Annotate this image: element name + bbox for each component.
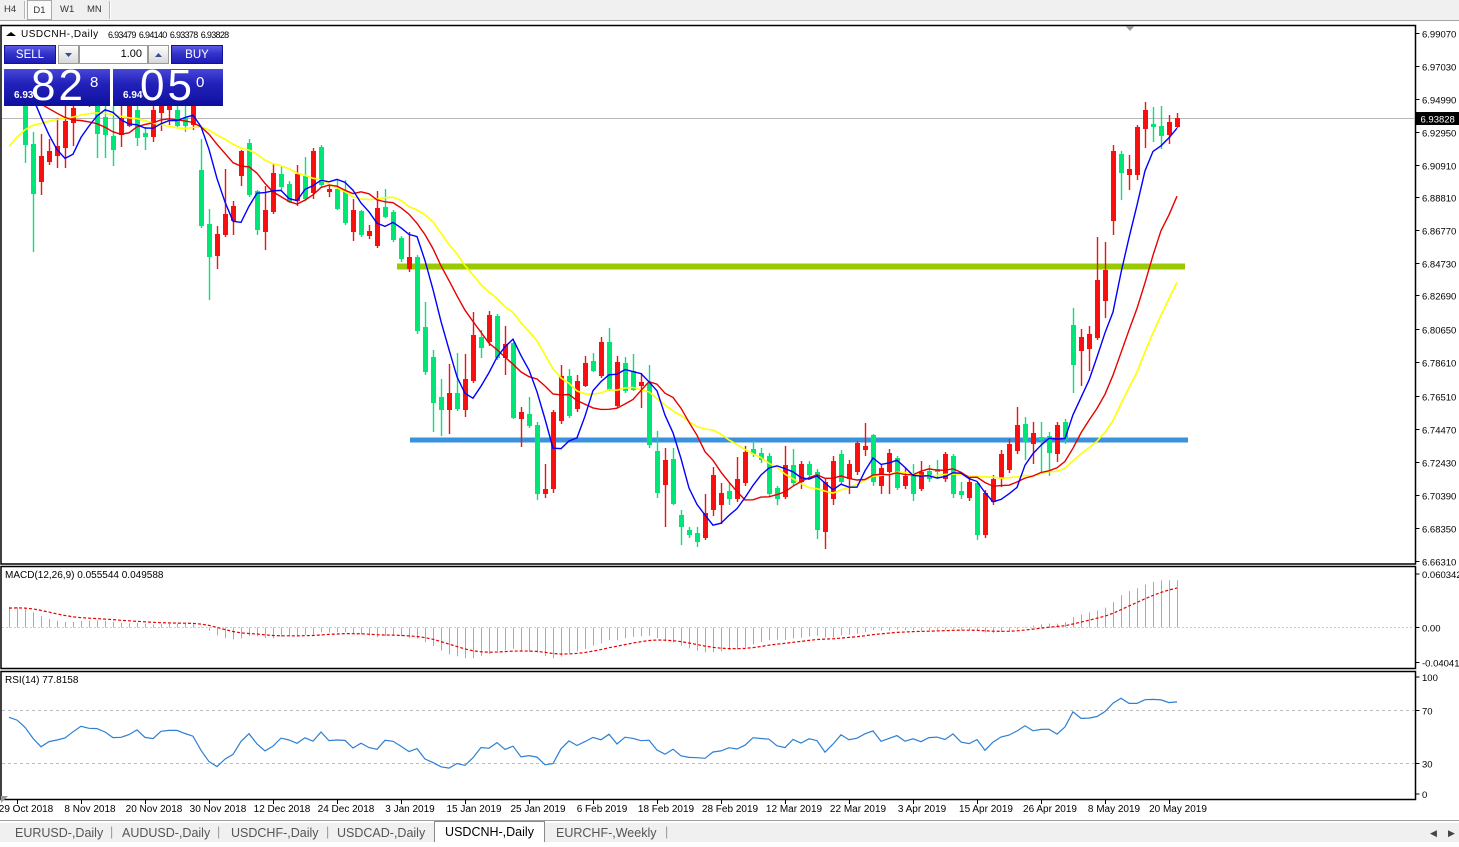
svg-text:6.78610: 6.78610 (1422, 359, 1456, 370)
svg-text:20 May 2019: 20 May 2019 (1149, 804, 1207, 815)
svg-text:26 Apr 2019: 26 Apr 2019 (1023, 804, 1077, 815)
svg-text:12 Mar 2019: 12 Mar 2019 (766, 804, 823, 815)
svg-text:6.93828: 6.93828 (1421, 115, 1455, 126)
svg-text:70: 70 (1422, 707, 1433, 718)
svg-text:15 Jan 2019: 15 Jan 2019 (446, 804, 501, 815)
svg-text:18 Feb 2019: 18 Feb 2019 (638, 804, 695, 815)
svg-text:6.90910: 6.90910 (1422, 162, 1456, 173)
svg-text:8 Nov 2018: 8 Nov 2018 (64, 804, 116, 815)
svg-text:8 May 2019: 8 May 2019 (1088, 804, 1141, 815)
svg-text:28 Feb 2019: 28 Feb 2019 (702, 804, 759, 815)
svg-text:6.94990: 6.94990 (1422, 96, 1456, 107)
svg-text:30: 30 (1422, 760, 1433, 771)
svg-text:30 Nov 2018: 30 Nov 2018 (190, 804, 247, 815)
svg-text:6 Feb 2019: 6 Feb 2019 (577, 804, 628, 815)
svg-text:6.86770: 6.86770 (1422, 227, 1456, 238)
svg-text:6.92950: 6.92950 (1422, 129, 1456, 140)
svg-text:6.74470: 6.74470 (1422, 426, 1456, 437)
svg-text:20 Nov 2018: 20 Nov 2018 (126, 804, 183, 815)
svg-text:25 Jan 2019: 25 Jan 2019 (510, 804, 565, 815)
svg-text:3 Jan 2019: 3 Jan 2019 (385, 804, 435, 815)
svg-text:MACD(12,26,9) 0.055544 0.04958: MACD(12,26,9) 0.055544 0.049588 (5, 570, 164, 581)
svg-text:6.99070: 6.99070 (1422, 30, 1456, 41)
svg-text:0.060342: 0.060342 (1422, 570, 1459, 581)
svg-text:15 Apr 2019: 15 Apr 2019 (959, 804, 1013, 815)
svg-text:6.88810: 6.88810 (1422, 194, 1456, 205)
svg-text:0.00: 0.00 (1422, 624, 1441, 635)
svg-text:6.72430: 6.72430 (1422, 459, 1456, 470)
svg-text:24 Dec 2018: 24 Dec 2018 (318, 804, 375, 815)
svg-text:6.68350: 6.68350 (1422, 525, 1456, 536)
svg-text:12 Dec 2018: 12 Dec 2018 (254, 804, 311, 815)
svg-text:0: 0 (1422, 790, 1427, 801)
svg-text:22 Mar 2019: 22 Mar 2019 (830, 804, 887, 815)
svg-text:29 Oct 2018: 29 Oct 2018 (0, 804, 54, 815)
svg-text:-0.040415: -0.040415 (1422, 659, 1459, 670)
svg-text:6.84730: 6.84730 (1422, 260, 1456, 271)
svg-text:6.66310: 6.66310 (1422, 558, 1456, 569)
svg-text:6.80650: 6.80650 (1422, 326, 1456, 337)
svg-text:RSI(14) 77.8158: RSI(14) 77.8158 (5, 675, 79, 686)
svg-text:6.97030: 6.97030 (1422, 63, 1456, 74)
svg-text:100: 100 (1422, 673, 1438, 684)
svg-text:6.70390: 6.70390 (1422, 492, 1456, 503)
svg-text:6.76510: 6.76510 (1422, 393, 1456, 404)
svg-text:6.82690: 6.82690 (1422, 292, 1456, 303)
svg-text:3 Apr 2019: 3 Apr 2019 (898, 804, 947, 815)
